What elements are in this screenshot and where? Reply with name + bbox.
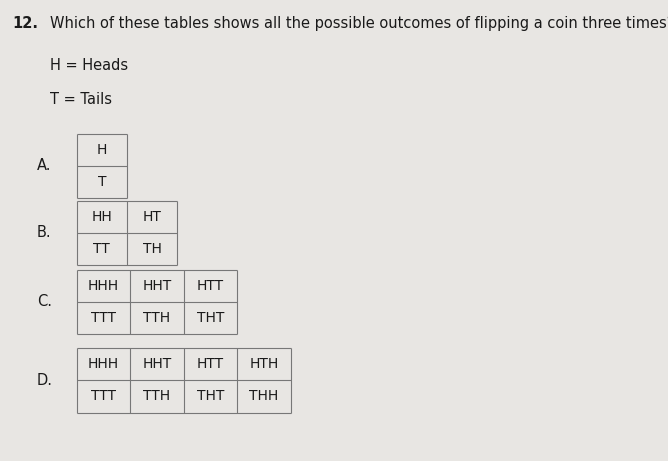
- Text: THT: THT: [197, 311, 224, 325]
- Text: T = Tails: T = Tails: [50, 92, 112, 107]
- Text: HHH: HHH: [88, 279, 119, 293]
- Text: Which of these tables shows all the possible outcomes of flipping a coin three t: Which of these tables shows all the poss…: [50, 16, 668, 31]
- Bar: [77, 348, 291, 413]
- Text: TTT: TTT: [91, 390, 116, 403]
- Text: T: T: [98, 175, 106, 189]
- Text: THT: THT: [197, 390, 224, 403]
- Text: C.: C.: [37, 295, 51, 309]
- Text: A.: A.: [37, 159, 51, 173]
- Text: HH: HH: [92, 210, 112, 224]
- Text: HHT: HHT: [142, 279, 172, 293]
- Bar: [77, 270, 237, 334]
- Text: HHH: HHH: [88, 357, 119, 371]
- Text: HTH: HTH: [249, 357, 279, 371]
- Text: TTH: TTH: [144, 390, 170, 403]
- Text: 12.: 12.: [12, 16, 38, 31]
- Text: D.: D.: [37, 373, 53, 388]
- Text: TTH: TTH: [144, 311, 170, 325]
- Text: TH: TH: [142, 242, 162, 256]
- Text: TT: TT: [94, 242, 110, 256]
- Bar: [77, 201, 177, 265]
- Text: B.: B.: [37, 225, 51, 240]
- Text: HTT: HTT: [197, 279, 224, 293]
- Bar: [77, 134, 127, 198]
- Text: HTT: HTT: [197, 357, 224, 371]
- Text: HHT: HHT: [142, 357, 172, 371]
- Text: H: H: [97, 143, 107, 157]
- Text: TTT: TTT: [91, 311, 116, 325]
- Text: H = Heads: H = Heads: [50, 58, 128, 73]
- Text: HT: HT: [142, 210, 162, 224]
- Text: THH: THH: [249, 390, 279, 403]
